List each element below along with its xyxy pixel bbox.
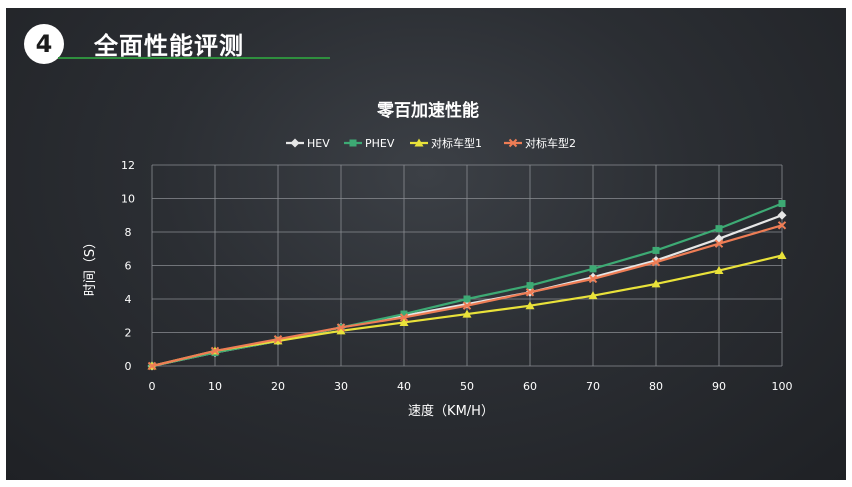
x-tick-label: 20 [271, 380, 285, 393]
y-tick-label: 12 [121, 159, 135, 172]
data-point [399, 317, 409, 326]
legend-label: 对标车型1 [431, 136, 482, 150]
data-point [399, 313, 409, 322]
y-tick-label: 4 [125, 293, 132, 306]
legend-label: PHEV [365, 137, 395, 150]
data-point [714, 239, 724, 248]
data-point [210, 346, 220, 356]
x-tick-label: 50 [460, 380, 474, 393]
section-number-badge: 4 [24, 24, 64, 64]
data-point [714, 266, 724, 275]
data-point [651, 257, 661, 267]
x-axis: 0 10 20 30 40 50 60 70 80 90 100 [149, 380, 793, 393]
legend-marker [414, 138, 424, 147]
x-tick-label: 10 [208, 380, 222, 393]
data-point [273, 334, 283, 344]
data-point [525, 288, 535, 297]
heading-underline [58, 57, 330, 59]
data-point [526, 282, 534, 290]
data-point [462, 309, 472, 318]
data-point [336, 323, 346, 332]
legend-marker [290, 138, 300, 148]
data-point [400, 310, 408, 318]
x-tick-label: 100 [772, 380, 793, 393]
slide-heading: 全面性能评测 [94, 32, 244, 60]
slide: 4 全面性能评测 零百加速性能 HEV PHEV 对标车型1 对标车型2 0 2 4 6 8 1… [6, 8, 846, 480]
data-point [588, 274, 598, 284]
data-point [463, 295, 471, 303]
legend-label: 对标车型2 [525, 136, 576, 150]
y-tick-label: 0 [125, 360, 132, 373]
x-tick-label: 90 [712, 380, 726, 393]
data-point [589, 265, 597, 273]
y-tick-label: 6 [125, 260, 132, 273]
data-point [777, 250, 787, 259]
data-point [652, 246, 660, 254]
legend-label: HEV [307, 137, 330, 150]
data-point [336, 326, 346, 335]
grid [151, 164, 783, 367]
x-tick-label: 60 [523, 380, 537, 393]
data-point [715, 225, 723, 233]
legend-marker [508, 138, 518, 148]
data-point [777, 221, 787, 230]
data-point [588, 291, 598, 300]
chart-legend: HEV PHEV 对标车型1 对标车型2 [286, 136, 576, 150]
x-tick-label: 40 [397, 380, 411, 393]
y-tick-label: 10 [121, 193, 135, 206]
y-axis: 0 2 4 6 8 10 12 [121, 159, 135, 373]
data-point [778, 200, 786, 208]
x-tick-label: 0 [149, 380, 156, 393]
y-tick-label: 2 [125, 327, 132, 340]
x-tick-label: 80 [649, 380, 663, 393]
y-tick-label: 8 [125, 226, 132, 239]
x-tick-label: 30 [334, 380, 348, 393]
plot-series [147, 200, 787, 371]
chart-title: 零百加速性能 [376, 100, 479, 121]
data-point [651, 279, 661, 288]
data-point [462, 301, 472, 310]
x-tick-label: 70 [586, 380, 600, 393]
data-point [147, 361, 157, 371]
legend-marker [349, 139, 357, 147]
acceleration-chart: 零百加速性能 HEV PHEV 对标车型1 对标车型2 0 2 4 6 8 10 12 0 10 20… [83, 100, 793, 419]
y-axis-label: 时间（S） [83, 236, 98, 296]
data-point [777, 210, 787, 220]
x-axis-label: 速度（KM/H） [408, 403, 494, 419]
data-point [525, 301, 535, 310]
